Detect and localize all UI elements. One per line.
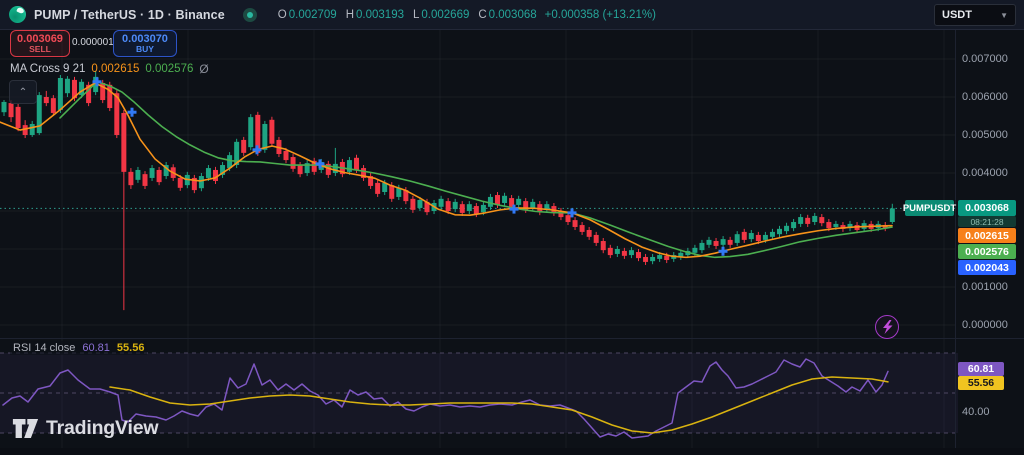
ma-slow-value: 0.002576 — [145, 63, 194, 75]
chevron-up-icon: ⌃ — [18, 86, 28, 98]
buy-button[interactable]: 0.003070 BUY — [113, 30, 177, 57]
ma-slow-price-tag: 0.002576 — [958, 244, 1016, 259]
rsi-axis-label: 40.00 — [962, 406, 990, 418]
price-tick: 0.000000 — [962, 319, 1008, 331]
ohlc-values: O 0.002709 H 0.003193 L 0.002669 C 0.003068 +0.0… — [269, 9, 656, 21]
ma-fast-value: 0.002615 — [91, 63, 140, 75]
sell-label: SELL — [29, 43, 51, 54]
toolbar: PUMP / TetherUS · 1D · Binance O 0.002709… — [0, 0, 1024, 30]
rsi-title: RSI 14 close — [13, 342, 76, 354]
hide-indicator-icon[interactable]: Ø — [199, 62, 209, 76]
price-tick: 0.001000 — [962, 281, 1008, 293]
ohlc-label: O — [277, 8, 287, 21]
price-tick: 0.007000 — [962, 53, 1008, 65]
rsi-value: 60.81 — [82, 342, 110, 354]
symbol-price-tag: PUMPUSDT — [903, 200, 956, 216]
ma-cross-title: MA Cross 9 21 — [10, 63, 86, 75]
price-axis-separator[interactable] — [955, 29, 956, 455]
lightning-icon — [882, 320, 892, 334]
time-axis-strip[interactable] — [0, 448, 1024, 455]
currency-dropdown[interactable]: USDT ▼ — [934, 4, 1016, 26]
price-tick: 0.006000 — [962, 91, 1008, 103]
rsi-ma-value: 55.56 — [116, 342, 145, 354]
tradingview-logo-text: TradingView — [46, 417, 159, 439]
price-change: +0.000358 (+13.21%) — [544, 8, 656, 21]
symbol-title[interactable]: PUMP / TetherUS · 1D · Binance — [34, 7, 225, 22]
bar-countdown: 08:21:28 — [958, 216, 1016, 227]
currency-label: USDT — [942, 9, 972, 21]
rsi-value-tag: 60.81 — [958, 362, 1004, 376]
ohlc-value: 0.003068 — [488, 8, 537, 21]
ma-fast-price-tag: 0.002615 — [958, 228, 1016, 243]
symbol-logo-icon — [9, 6, 26, 23]
alert-price-tag: 0.002043 — [958, 260, 1016, 275]
tradingview-watermark[interactable]: TradingView — [12, 417, 159, 440]
pane-separator[interactable] — [0, 338, 1024, 339]
spread-value: 0.000001 — [72, 37, 114, 48]
sell-price: 0.003069 — [17, 32, 63, 45]
last-price-tag: 0.003068 — [958, 200, 1016, 216]
ohlc-value: 0.002709 — [288, 8, 337, 21]
buy-label: BUY — [136, 43, 154, 54]
rsi-ma-value-tag: 55.56 — [958, 376, 1004, 390]
ohlc-value: 0.003193 — [356, 8, 404, 21]
chevron-down-icon: ▼ — [1000, 10, 1008, 20]
market-status-icon[interactable] — [242, 7, 257, 22]
ohlc-value: 0.002669 — [421, 8, 470, 21]
ma-cross-legend[interactable]: MA Cross 9 21 0.002615 0.002576 Ø — [10, 62, 209, 76]
sell-button[interactable]: 0.003069 SELL — [10, 30, 70, 57]
ohlc-label: C — [478, 8, 487, 21]
collapse-pane-button[interactable]: ⌃ — [9, 80, 37, 104]
rsi-legend[interactable]: RSI 14 close 60.81 55.56 — [10, 341, 148, 355]
tradingview-logo-icon — [12, 419, 39, 438]
ohlc-label: L — [412, 8, 420, 21]
ohlc-label: H — [345, 8, 355, 21]
buy-price: 0.003070 — [122, 32, 168, 45]
price-tick: 0.005000 — [962, 129, 1008, 141]
price-tick: 0.004000 — [962, 167, 1008, 179]
quick-trade-button[interactable] — [875, 315, 899, 339]
